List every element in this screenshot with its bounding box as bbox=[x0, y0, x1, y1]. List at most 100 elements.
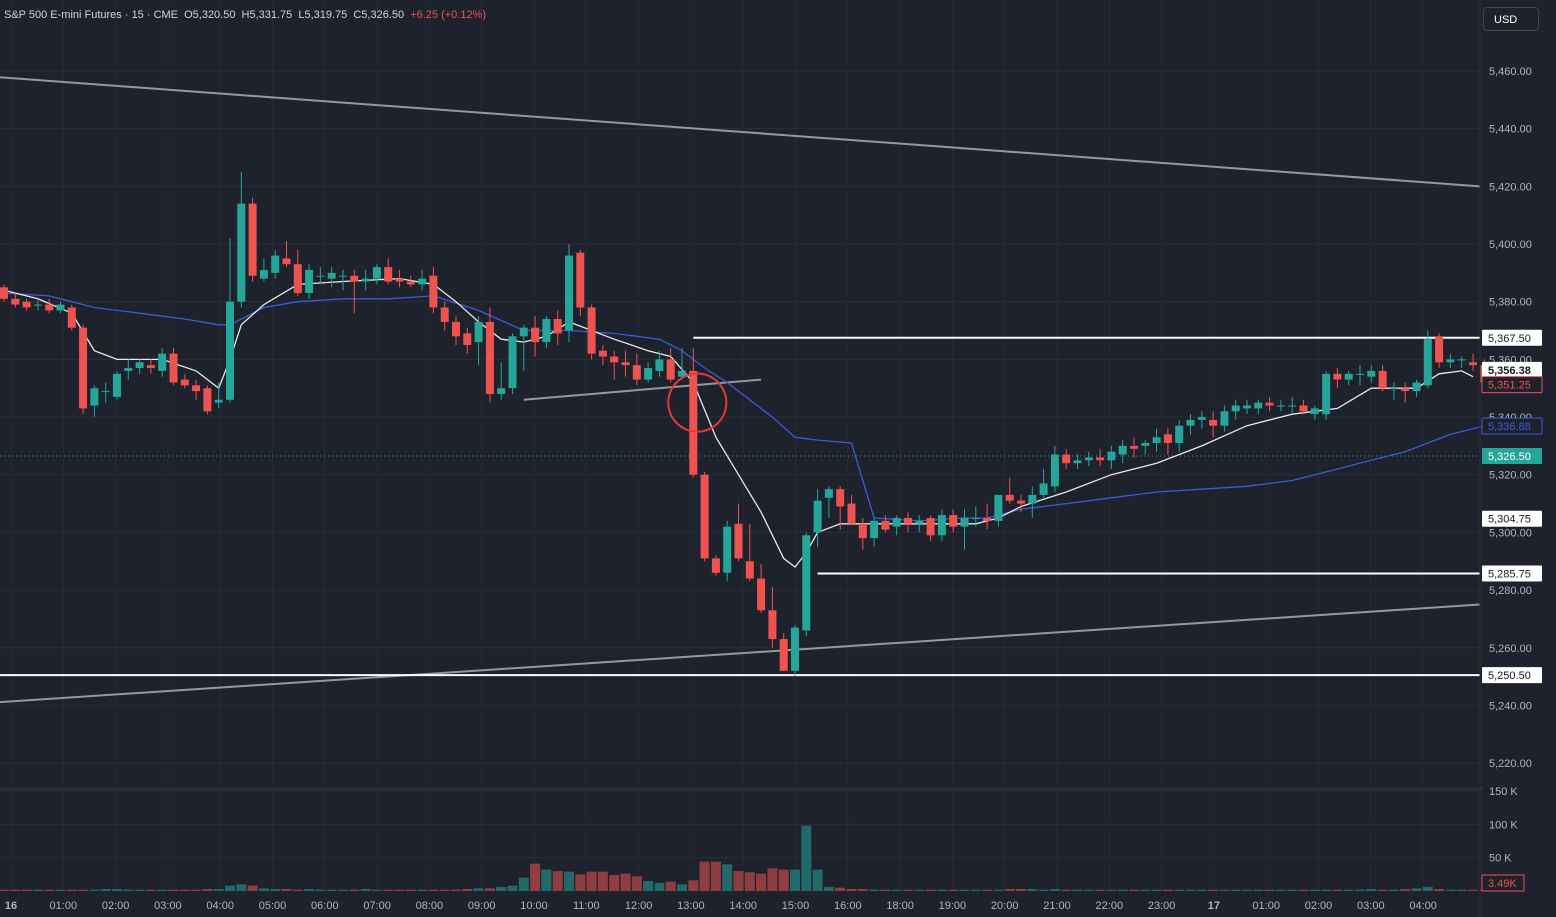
candle[interactable] bbox=[237, 171, 246, 308]
candle[interactable] bbox=[372, 264, 381, 285]
candle[interactable] bbox=[1435, 333, 1444, 369]
candle[interactable] bbox=[293, 249, 302, 296]
candle[interactable] bbox=[768, 587, 777, 648]
candle[interactable] bbox=[429, 267, 438, 314]
candle[interactable] bbox=[135, 359, 144, 374]
candle[interactable] bbox=[745, 523, 754, 582]
candle[interactable] bbox=[259, 258, 268, 282]
candle[interactable] bbox=[214, 382, 223, 409]
candle[interactable] bbox=[1469, 353, 1477, 371]
candle[interactable] bbox=[474, 316, 483, 366]
candle[interactable] bbox=[904, 512, 912, 533]
candle[interactable] bbox=[587, 304, 596, 360]
candle[interactable] bbox=[45, 298, 54, 314]
candle[interactable] bbox=[1299, 399, 1308, 415]
candle[interactable] bbox=[305, 264, 314, 299]
candle[interactable] bbox=[497, 362, 506, 400]
candle[interactable] bbox=[56, 301, 65, 314]
candle[interactable] bbox=[1050, 445, 1059, 493]
candle[interactable] bbox=[802, 532, 811, 637]
candle[interactable] bbox=[1446, 353, 1455, 369]
candle[interactable] bbox=[271, 249, 280, 279]
candle[interactable] bbox=[339, 269, 347, 291]
candle[interactable] bbox=[1062, 448, 1071, 469]
candle[interactable] bbox=[542, 316, 551, 348]
candle[interactable] bbox=[1186, 414, 1195, 435]
candle[interactable] bbox=[1096, 448, 1105, 467]
candle[interactable] bbox=[632, 353, 641, 386]
currency-button[interactable]: USD bbox=[1483, 7, 1539, 31]
candle[interactable] bbox=[836, 486, 845, 530]
trendline[interactable] bbox=[0, 76, 1481, 188]
candle[interactable] bbox=[406, 275, 415, 288]
candle[interactable] bbox=[1231, 399, 1240, 420]
candle[interactable] bbox=[994, 494, 1003, 527]
candle[interactable] bbox=[1288, 396, 1297, 415]
candle[interactable] bbox=[1028, 486, 1037, 518]
candle[interactable] bbox=[67, 304, 76, 331]
candle[interactable] bbox=[881, 515, 890, 533]
candle[interactable] bbox=[90, 385, 99, 418]
candle[interactable] bbox=[1310, 405, 1319, 420]
candle[interactable] bbox=[124, 359, 133, 380]
candle[interactable] bbox=[926, 515, 935, 542]
candle[interactable] bbox=[203, 385, 212, 415]
candle[interactable] bbox=[892, 515, 901, 536]
candle[interactable] bbox=[1039, 468, 1048, 498]
candle[interactable] bbox=[463, 327, 472, 354]
candle[interactable] bbox=[937, 509, 946, 542]
candle[interactable] bbox=[813, 489, 822, 547]
candle[interactable] bbox=[666, 347, 675, 383]
trendline[interactable] bbox=[0, 603, 1481, 704]
candle[interactable] bbox=[1243, 399, 1251, 415]
candle[interactable] bbox=[1322, 370, 1331, 420]
candle[interactable] bbox=[576, 249, 585, 317]
candle[interactable] bbox=[158, 347, 167, 377]
candle[interactable] bbox=[452, 316, 460, 345]
candle[interactable] bbox=[1197, 411, 1206, 429]
candle[interactable] bbox=[847, 494, 856, 524]
candle[interactable] bbox=[531, 316, 540, 357]
candle[interactable] bbox=[180, 373, 189, 389]
candle[interactable] bbox=[1254, 399, 1263, 415]
candle[interactable] bbox=[1141, 440, 1150, 455]
candle[interactable] bbox=[915, 515, 924, 533]
candle[interactable] bbox=[655, 350, 664, 377]
candle[interactable] bbox=[791, 624, 799, 677]
candle[interactable] bbox=[248, 197, 257, 282]
candle[interactable] bbox=[1367, 365, 1376, 383]
candle[interactable] bbox=[282, 241, 291, 268]
candle[interactable] bbox=[0, 284, 8, 302]
candle[interactable] bbox=[1276, 399, 1285, 412]
candle[interactable] bbox=[870, 517, 879, 547]
candle[interactable] bbox=[1209, 411, 1218, 438]
candle[interactable] bbox=[350, 269, 359, 314]
candle[interactable] bbox=[79, 324, 88, 415]
candle[interactable] bbox=[327, 267, 336, 288]
candle[interactable] bbox=[384, 258, 393, 285]
candle[interactable] bbox=[1084, 451, 1093, 467]
candle[interactable] bbox=[757, 564, 766, 614]
candle[interactable] bbox=[553, 310, 562, 345]
candle[interactable] bbox=[1005, 477, 1014, 504]
candle[interactable] bbox=[1389, 382, 1398, 400]
candle[interactable] bbox=[689, 347, 698, 478]
candle[interactable] bbox=[169, 347, 178, 386]
circle-annotation[interactable] bbox=[667, 372, 728, 433]
candle[interactable] bbox=[1356, 365, 1364, 386]
candle[interactable] bbox=[418, 269, 427, 291]
candle[interactable] bbox=[1163, 428, 1172, 455]
candle[interactable] bbox=[11, 293, 20, 308]
candle[interactable] bbox=[1220, 405, 1229, 432]
candle[interactable] bbox=[146, 359, 155, 374]
candle[interactable] bbox=[1073, 454, 1082, 469]
candle[interactable] bbox=[711, 555, 720, 576]
candle[interactable] bbox=[824, 486, 833, 518]
candle[interactable] bbox=[858, 517, 867, 550]
trendline[interactable] bbox=[523, 378, 762, 401]
candle[interactable] bbox=[971, 506, 980, 527]
candle[interactable] bbox=[644, 362, 653, 383]
candle[interactable] bbox=[485, 307, 494, 403]
candle[interactable] bbox=[508, 333, 517, 394]
